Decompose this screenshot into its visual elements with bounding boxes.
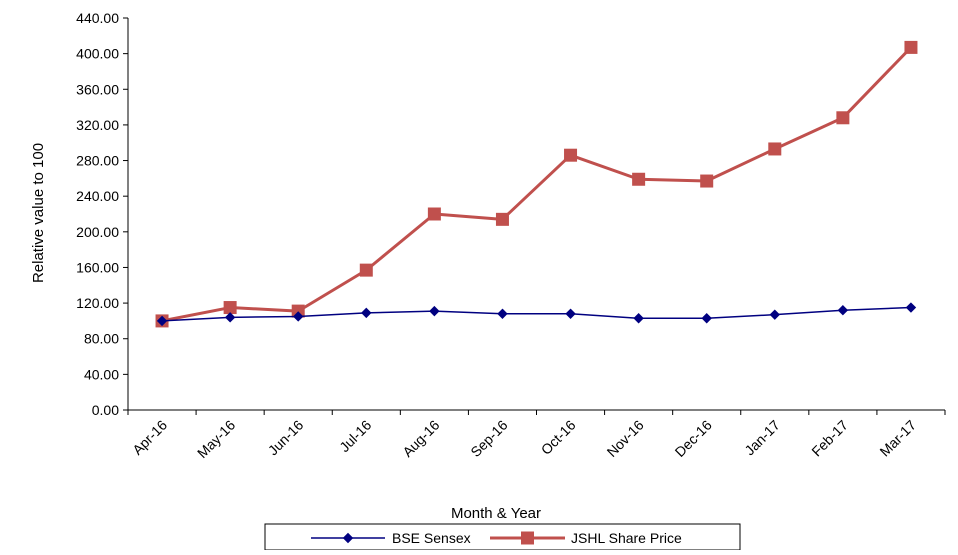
- y-tick-label: 280.00: [76, 153, 119, 169]
- data-point: [223, 301, 237, 315]
- data-point: [768, 142, 782, 156]
- series-line: [161, 46, 913, 323]
- y-tick-label: 240.00: [76, 188, 119, 204]
- data-point: [836, 111, 850, 125]
- x-tick-labels: Apr-16 May-16 Jun-16 Jul-16 Aug-16 Sep-16 Oct-…: [129, 417, 919, 461]
- x-tick-label: May-16: [194, 417, 238, 461]
- y-tick-label: 80.00: [84, 331, 119, 347]
- data-point: [361, 307, 372, 319]
- x-tick-label: Aug-16: [399, 417, 442, 460]
- x-tick-label: Feb-17: [808, 417, 851, 460]
- x-tick-label: Jun-16: [265, 417, 307, 459]
- data-point: [701, 313, 712, 324]
- x-axis-label: Month & Year: [451, 505, 541, 522]
- axes: [123, 17, 946, 415]
- x-tick-label: Dec-16: [672, 417, 715, 460]
- x-tick-label: Nov-16: [604, 417, 647, 460]
- y-tick-label: 0.00: [92, 402, 119, 418]
- y-tick-label: 400.00: [76, 46, 119, 62]
- x-tick-label: Jan-17: [741, 417, 783, 459]
- data-point: [837, 305, 849, 316]
- legend-label: JSHL Share Price: [571, 530, 682, 546]
- data-point: [497, 308, 508, 319]
- data-point: [224, 312, 236, 323]
- legend-item: JSHL Share Price: [490, 530, 682, 546]
- series-lines: [155, 40, 918, 328]
- y-tick-label: 440.00: [76, 10, 119, 26]
- data-point: [769, 309, 780, 320]
- data-point: [905, 302, 917, 313]
- data-point: [632, 172, 646, 186]
- series-jshl-share-price: [155, 40, 918, 328]
- legend-swatch-marker: [342, 532, 354, 544]
- legend-item: BSE Sensex: [311, 530, 471, 546]
- data-point: [293, 311, 304, 322]
- legend-label: BSE Sensex: [392, 530, 471, 546]
- data-point: [700, 174, 714, 188]
- legend-swatch-marker: [521, 531, 534, 545]
- data-point: [904, 40, 918, 54]
- x-tick-label: Apr-16: [129, 417, 170, 458]
- x-tick-label: Mar-17: [876, 417, 919, 460]
- x-tick-label: Jul-16: [336, 417, 374, 455]
- y-tick-label: 40.00: [84, 366, 119, 382]
- data-point: [633, 313, 644, 324]
- data-point: [427, 207, 441, 221]
- data-point: [429, 305, 440, 317]
- y-tick-label: 320.00: [76, 117, 119, 133]
- data-point: [564, 148, 578, 162]
- data-point: [156, 315, 168, 327]
- x-tick-label: Sep-16: [467, 417, 510, 460]
- data-point: [565, 308, 576, 319]
- data-point: [359, 263, 373, 277]
- x-tick-label: Oct-16: [538, 417, 579, 458]
- y-axis-label: Relative value to 100: [30, 143, 47, 283]
- y-tick-labels: 0.00 40.00 80.00 120.00 160.00 200.00 240.00 28…: [76, 10, 119, 418]
- data-point: [495, 212, 509, 226]
- y-tick-label: 160.00: [76, 259, 119, 275]
- series-line: [162, 306, 911, 322]
- series-bse-sensex: [156, 302, 917, 327]
- y-tick-label: 360.00: [76, 81, 119, 97]
- y-tick-label: 120.00: [76, 295, 119, 311]
- legend: BSE Sensex JSHL Share Price: [264, 523, 741, 551]
- y-tick-label: 200.00: [76, 224, 119, 240]
